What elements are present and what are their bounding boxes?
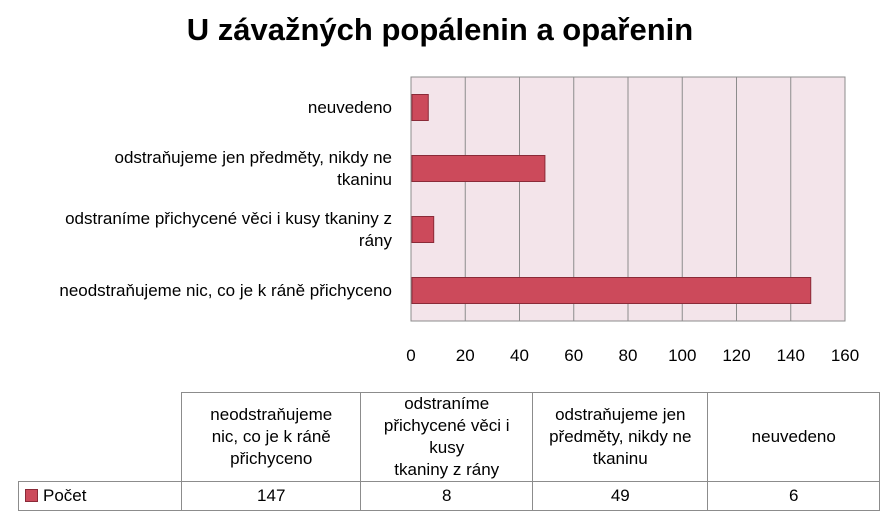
data-table-value-row: Počet 147 8 49 6	[17, 481, 880, 511]
data-table-header-line: tkaniny z rány	[394, 460, 500, 479]
data-table-header-cell: neuvedeno	[707, 392, 880, 482]
data-table-header-line: tkaninu	[592, 449, 648, 468]
y-tick-label-line: rány	[358, 230, 392, 250]
data-table-header-row: neodstraňujeme nic, co je k ráně přichycen…	[19, 392, 880, 482]
data-table-value-cell: 147	[181, 481, 362, 511]
x-tick-label: 20	[455, 346, 475, 365]
series-label: Počet	[43, 486, 87, 505]
data-table: neodstraňujeme nic, co je k ráně přichycen…	[17, 392, 880, 511]
x-tick-label: 60	[564, 346, 584, 365]
bar	[411, 155, 546, 182]
x-tick-label: 160	[830, 346, 860, 365]
y-tick-label-line: odstraníme přichycené věci i kusy tkanin…	[65, 208, 392, 228]
y-tick-label-line: tkaninu	[337, 169, 392, 189]
data-table-corner	[19, 393, 182, 482]
x-tick-label: 100	[668, 346, 697, 365]
data-table-header-line: odstraníme	[404, 394, 490, 413]
legend-key	[25, 489, 38, 502]
x-tick-label: 80	[618, 346, 638, 365]
x-tick-label: 120	[722, 346, 751, 365]
data-table-header-line: odstraňujeme jen	[555, 405, 686, 424]
data-table-header-line: přichycené věci i kusy	[383, 416, 510, 457]
data-table-header-line: přichyceno	[230, 449, 313, 468]
data-table-value-cell: 6	[707, 481, 880, 511]
data-table-series-cell: Počet	[17, 481, 183, 511]
x-tick-label: 140	[776, 346, 805, 365]
chart-title: U závažných popálenin a opařenin	[186, 12, 694, 47]
data-table-value-cell: 49	[532, 481, 709, 511]
y-tick-label: odstraníme přichycené věci i kusy tkanin…	[0, 208, 392, 252]
bar	[411, 277, 812, 304]
bar	[411, 94, 429, 121]
data-table-header-cell: odstraňujeme jen předměty, nikdy ne tkanin…	[532, 392, 709, 482]
y-tick-label-line: neuvedeno	[307, 97, 392, 117]
data-table-header-line: neuvedeno	[751, 427, 836, 446]
x-tick-label: 0	[406, 346, 416, 365]
y-tick-label-line: odstraňujeme jen předměty, nikdy ne	[114, 147, 392, 167]
data-table-header-cell: neodstraňujeme nic, co je k ráně přichycen…	[181, 392, 362, 482]
x-tick-label: 40	[510, 346, 529, 365]
data-table-header-line: předměty, nikdy ne	[549, 427, 692, 446]
y-tick-label: neodstraňujeme nic, co je k ráně přichyc…	[0, 280, 392, 302]
bar	[411, 216, 435, 243]
y-tick-label-line: neodstraňujeme nic, co je k ráně přichyc…	[59, 280, 392, 300]
data-table-header-line: nic, co je k ráně	[211, 427, 331, 446]
data-table-header-cell: odstraníme přichycené věci i kusy tkaniny …	[360, 392, 534, 482]
data-table-header-line: neodstraňujeme	[210, 405, 333, 424]
y-tick-label: neuvedeno	[0, 97, 392, 119]
y-tick-label: odstraňujeme jen předměty, nikdy ne tkani…	[0, 147, 392, 191]
data-table-value-cell: 8	[360, 481, 534, 511]
